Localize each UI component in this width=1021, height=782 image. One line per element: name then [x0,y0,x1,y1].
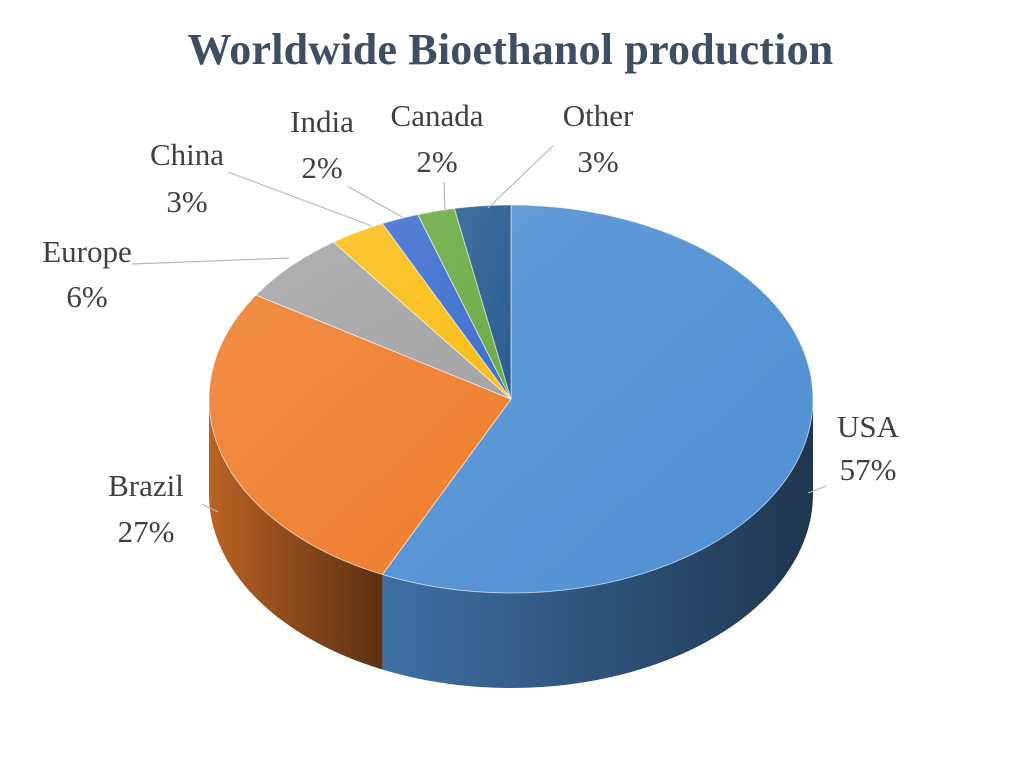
chart-title: Worldwide Bioethanol production [187,25,834,74]
pie-slice-brazil [208,294,512,576]
leader-line-china [227,171,373,227]
label-value-china: 3% [166,184,207,219]
data-labels: USA 57% Brazil 27% Europe 6% China 3% India 2% Can… [42,98,899,549]
label-value-usa: 57% [840,452,897,487]
pie-slice-other [453,204,512,400]
leader-line-other [487,145,554,209]
leader-line-canada [443,181,446,213]
leader-line-europe [131,257,290,265]
label-name-other: Other [563,98,634,133]
label-name-india: India [290,104,354,139]
pie-side-brazil [209,399,383,670]
label-value-other: 3% [577,144,618,179]
pie-side-usa [382,399,813,688]
label-name-brazil: Brazil [108,468,184,503]
leader-line-india [346,185,403,218]
label-name-china: China [150,137,224,172]
pie-top-faces [208,204,814,594]
label-value-canada: 2% [416,144,457,179]
leader-line-usa [807,485,827,494]
label-name-europe: Europe [42,234,132,269]
label-name-canada: Canada [391,98,484,133]
pie-slice-usa [381,204,814,594]
label-name-usa: USA [837,409,900,444]
label-value-brazil: 27% [118,514,175,549]
label-value-europe: 6% [66,279,107,314]
leader-line-brazil [201,503,219,513]
label-value-india: 2% [301,150,342,185]
pie-side-walls [209,399,813,688]
